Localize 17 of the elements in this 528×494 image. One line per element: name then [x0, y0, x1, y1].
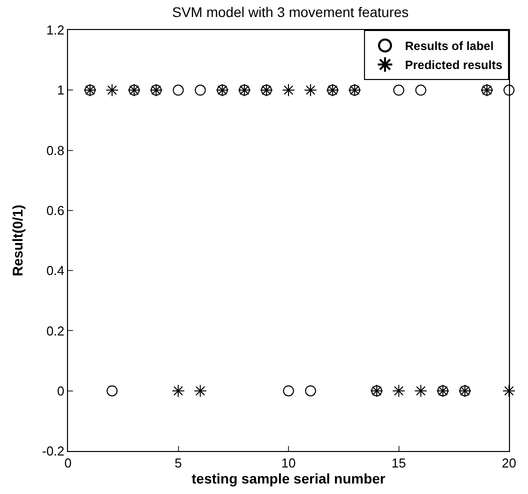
x-tick-label: 15 — [392, 456, 406, 471]
y-tick-label: 1 — [57, 82, 64, 98]
x-tick-label: 5 — [174, 456, 182, 471]
legend-label: Results of label — [405, 39, 494, 54]
y-tick-label: 0.2 — [46, 323, 64, 338]
y-tick-label: 0 — [57, 383, 64, 398]
y-tick-label: -0.2 — [42, 444, 64, 459]
legend-label: Predicted results — [405, 58, 503, 72]
x-axis-title: testing sample serial number — [192, 470, 386, 487]
y-axis-title: Result(0/1) — [10, 204, 26, 276]
x-tick-label: 20 — [502, 456, 516, 471]
y-tick-label: 1.2 — [46, 22, 64, 38]
y-tick-label: 0.8 — [46, 142, 64, 158]
y-tick-label: 0.4 — [46, 263, 64, 278]
y-tick-label: 0.6 — [46, 202, 64, 218]
chart-title: SVM model with 3 movement features — [172, 4, 409, 20]
x-tick-label: 10 — [281, 456, 296, 471]
